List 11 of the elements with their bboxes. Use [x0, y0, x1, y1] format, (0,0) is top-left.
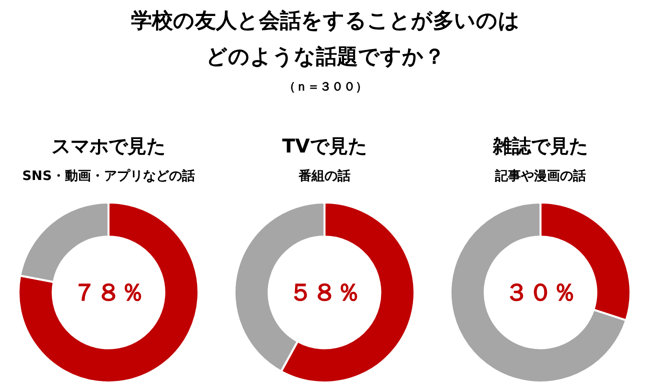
text: ５８％: [288, 278, 360, 306]
text: 学校の友人と会話をすることが多いのはどのような話題ですか？: [131, 8, 520, 68]
text: ３０％: [504, 278, 576, 306]
chart-title: 雑誌で見た: [492, 136, 588, 158]
chart-title: スマホで見た: [52, 136, 166, 158]
chart-subtitle: SNS・動画・アプリなどの話: [22, 168, 195, 184]
chart-title: TVで見た: [282, 136, 367, 158]
text: （ｎ＝３００）: [284, 80, 368, 94]
chart-subtitle: 記事や漫画の話: [494, 168, 586, 184]
chart-subtitle: 番組の話: [298, 168, 350, 184]
text: ７８％: [72, 278, 144, 306]
